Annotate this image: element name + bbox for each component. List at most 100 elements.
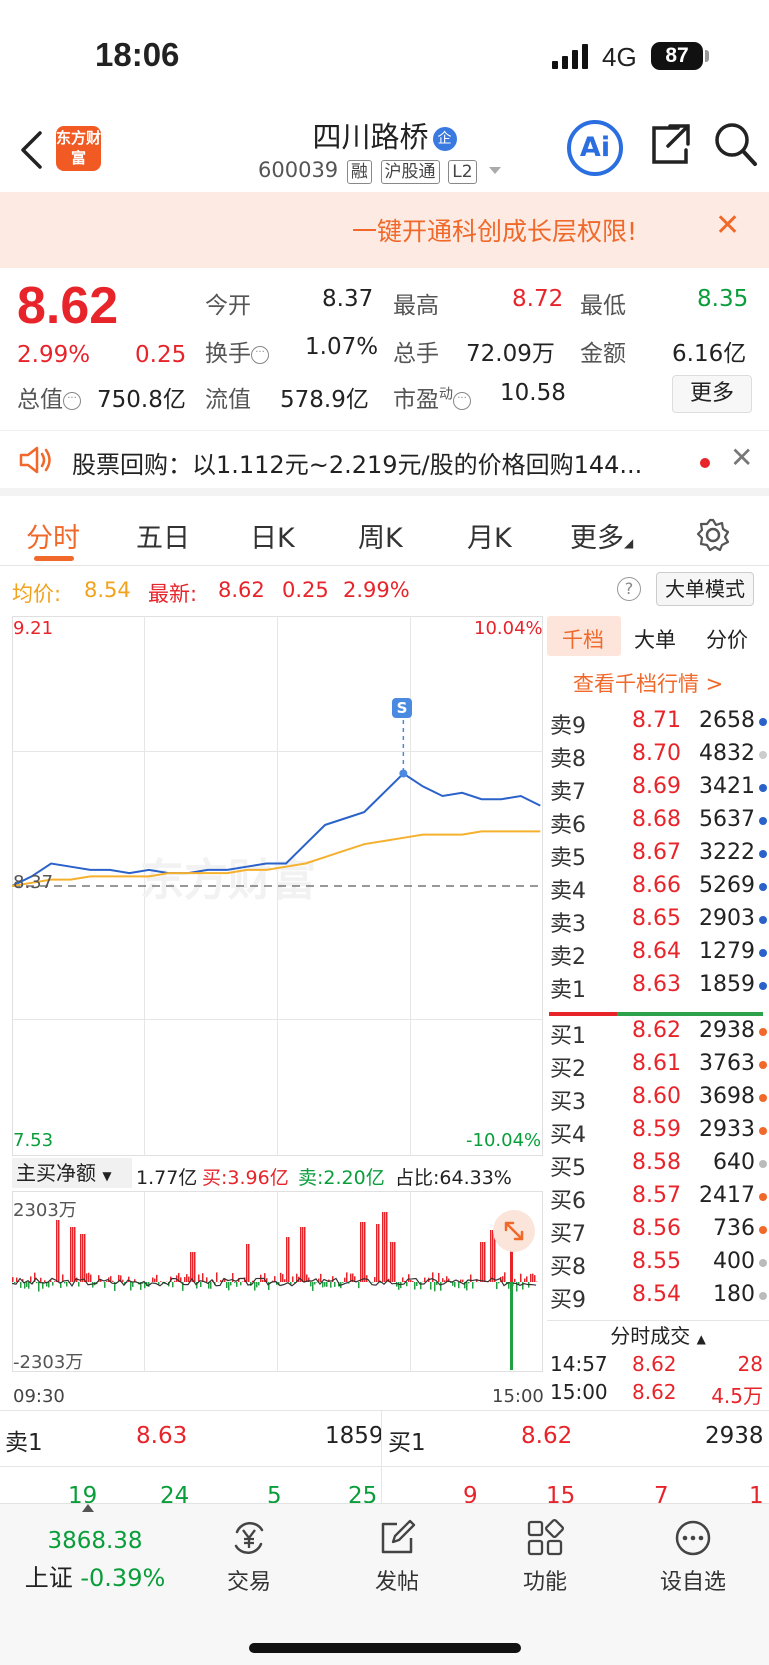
ask-price: 8.70 <box>632 741 681 766</box>
more-button[interactable]: 更多 <box>672 375 752 413</box>
nav-post[interactable]: 发帖 <box>342 1518 452 1596</box>
ask-row: 卖2 8.64 1279 <box>550 939 769 972</box>
tab-intraday[interactable]: 分时 <box>26 523 80 554</box>
index-change: -0.39% <box>80 1564 166 1592</box>
close-icon[interactable]: ✕ <box>715 208 741 243</box>
share-icon[interactable] <box>648 122 692 166</box>
search-icon[interactable] <box>714 122 758 168</box>
stock-name: 四川路桥 <box>312 120 429 154</box>
nav-trade[interactable]: 交易 <box>194 1518 304 1596</box>
bid-row: 买5 8.58 640 <box>550 1150 769 1183</box>
tab-more[interactable]: 更多◢ <box>570 523 634 554</box>
queue-item: 5 <box>267 1483 282 1504</box>
queue-item: 9 <box>463 1483 478 1504</box>
bid-price: 8.54 <box>632 1282 681 1307</box>
bid-ratio-bar <box>617 1012 763 1016</box>
avg-value: 8.54 <box>84 578 131 602</box>
promo-text[interactable]: 一键开通科创成长层权限! <box>352 217 638 246</box>
tab-price-dist[interactable]: 分价 <box>706 628 748 652</box>
stock-code-row[interactable]: 600039 融 沪股通 L2 <box>258 158 502 184</box>
bid-volume: 180 <box>713 1282 755 1307</box>
bid-price: 8.55 <box>632 1249 681 1274</box>
dropdown-caret-icon: ▼ <box>102 1169 112 1183</box>
ask-label: 卖8 <box>550 747 586 772</box>
tab-five-day[interactable]: 五日 <box>136 523 190 554</box>
bottom-nav: 3868.38 上证 -0.39% 交易 发帖 功能 设自选 <box>0 1503 769 1665</box>
latest-change: 0.25 <box>282 578 329 602</box>
dot-icon <box>759 1127 767 1135</box>
dot-icon <box>759 1226 767 1234</box>
ask1-price: 8.63 <box>136 1423 188 1449</box>
big-order-mode-button[interactable]: 大单模式 <box>656 572 754 606</box>
nav-functions[interactable]: 功能 <box>490 1518 600 1596</box>
price-line-chart <box>12 720 543 887</box>
ask1-volume: 1859 <box>325 1423 384 1449</box>
announcement-bar[interactable]: 股票回购：以1.112元~2.219元/股的价格回购144... ✕ <box>0 430 769 496</box>
index-ticker[interactable]: 3868.38 上证 -0.39% <box>20 1528 170 1593</box>
trades-header[interactable]: 分时成交 ▲ <box>547 1320 769 1350</box>
dot-icon <box>759 1193 767 1201</box>
info-icon[interactable]: ··· <box>63 392 81 410</box>
edit-icon <box>381 1519 416 1554</box>
tab-daily-k[interactable]: 日K <box>250 523 295 554</box>
bid-volume: 640 <box>713 1150 755 1175</box>
ask-price: 8.63 <box>632 972 681 997</box>
dot-icon <box>759 718 767 726</box>
tab-weekly-k[interactable]: 周K <box>358 523 403 554</box>
prev-close-label: 8.37 <box>13 872 54 893</box>
trade-row: 15:00 8.62 4.5万 <box>550 1380 769 1408</box>
sell-signal-marker[interactable]: S <box>392 698 412 718</box>
info-icon[interactable]: ··· <box>453 392 471 410</box>
caret-up-icon <box>82 1504 94 1512</box>
promo-banner[interactable]: 一键开通科创成长层权限! ✕ <box>0 192 769 268</box>
amount-label: 金额 <box>580 341 626 367</box>
flow-header: 主买净额 ▼ 1.77亿 买:3.96亿 卖:2.20亿 占比:64.33% <box>12 1156 543 1192</box>
eastmoney-logo[interactable]: 东方财富 <box>56 126 101 171</box>
ask-label: 卖4 <box>550 879 586 904</box>
close-icon[interactable]: ✕ <box>730 441 754 474</box>
bid-label: 买4 <box>550 1123 586 1148</box>
ask-label: 卖2 <box>550 945 586 970</box>
tag-margin: 融 <box>346 160 372 184</box>
y-axis-top-label: 9.21 <box>13 618 54 639</box>
amount-value: 6.16亿 <box>672 341 747 367</box>
tab-big-order[interactable]: 大单 <box>634 628 676 652</box>
queue-item: 19 <box>68 1483 98 1504</box>
tab-thousand-level-bg <box>547 616 621 656</box>
caret-icon: ◢ <box>624 536 634 550</box>
volume-value: 72.09万 <box>466 341 555 367</box>
mktcap-label: 总值 ··· <box>17 380 81 414</box>
queue-item: 15 <box>546 1483 576 1504</box>
tab-thousand-level[interactable]: 千档 <box>562 628 604 652</box>
trade-time: 14:57 <box>550 1352 608 1376</box>
ask-volume: 1859 <box>699 972 755 997</box>
bid-label: 买5 <box>550 1156 586 1181</box>
flow-net: 1.77亿 <box>136 1167 198 1189</box>
y-axis-bottom-label: 7.53 <box>13 1130 54 1151</box>
bid-row: 买4 8.59 2933 <box>550 1117 769 1150</box>
bid-row: 买2 8.61 3763 <box>550 1051 769 1084</box>
back-icon[interactable] <box>18 130 44 170</box>
help-icon[interactable]: ? <box>617 577 641 601</box>
x-axis-start: 09:30 <box>13 1386 65 1407</box>
dot-icon <box>759 982 767 990</box>
bid-volume: 736 <box>713 1216 755 1241</box>
ask-price: 8.69 <box>632 774 681 799</box>
info-icon[interactable]: ··· <box>251 346 269 364</box>
nav-add-watchlist[interactable]: 设自选 <box>638 1518 748 1596</box>
battery-tip <box>705 50 709 62</box>
bid-price: 8.59 <box>632 1117 681 1142</box>
announcement-text[interactable]: 股票回购：以1.112元~2.219元/股的价格回购144... <box>72 451 643 479</box>
expand-icon[interactable] <box>493 1210 535 1252</box>
ask-volume: 2658 <box>699 708 755 733</box>
bid-row: 买9 8.54 180 <box>550 1282 769 1315</box>
ask-label: 卖3 <box>550 912 586 937</box>
queue-item: 24 <box>160 1483 190 1504</box>
tab-monthly-k[interactable]: 月K <box>467 523 512 554</box>
ai-button[interactable]: Ai <box>567 120 623 176</box>
view-thousand-link[interactable]: 查看千档行情 > <box>573 672 724 696</box>
settings-gear-icon[interactable] <box>696 518 730 552</box>
speaker-icon <box>19 446 51 474</box>
flow-dropdown[interactable]: 主买净额 ▼ <box>12 1158 132 1188</box>
peak-point <box>399 769 408 778</box>
